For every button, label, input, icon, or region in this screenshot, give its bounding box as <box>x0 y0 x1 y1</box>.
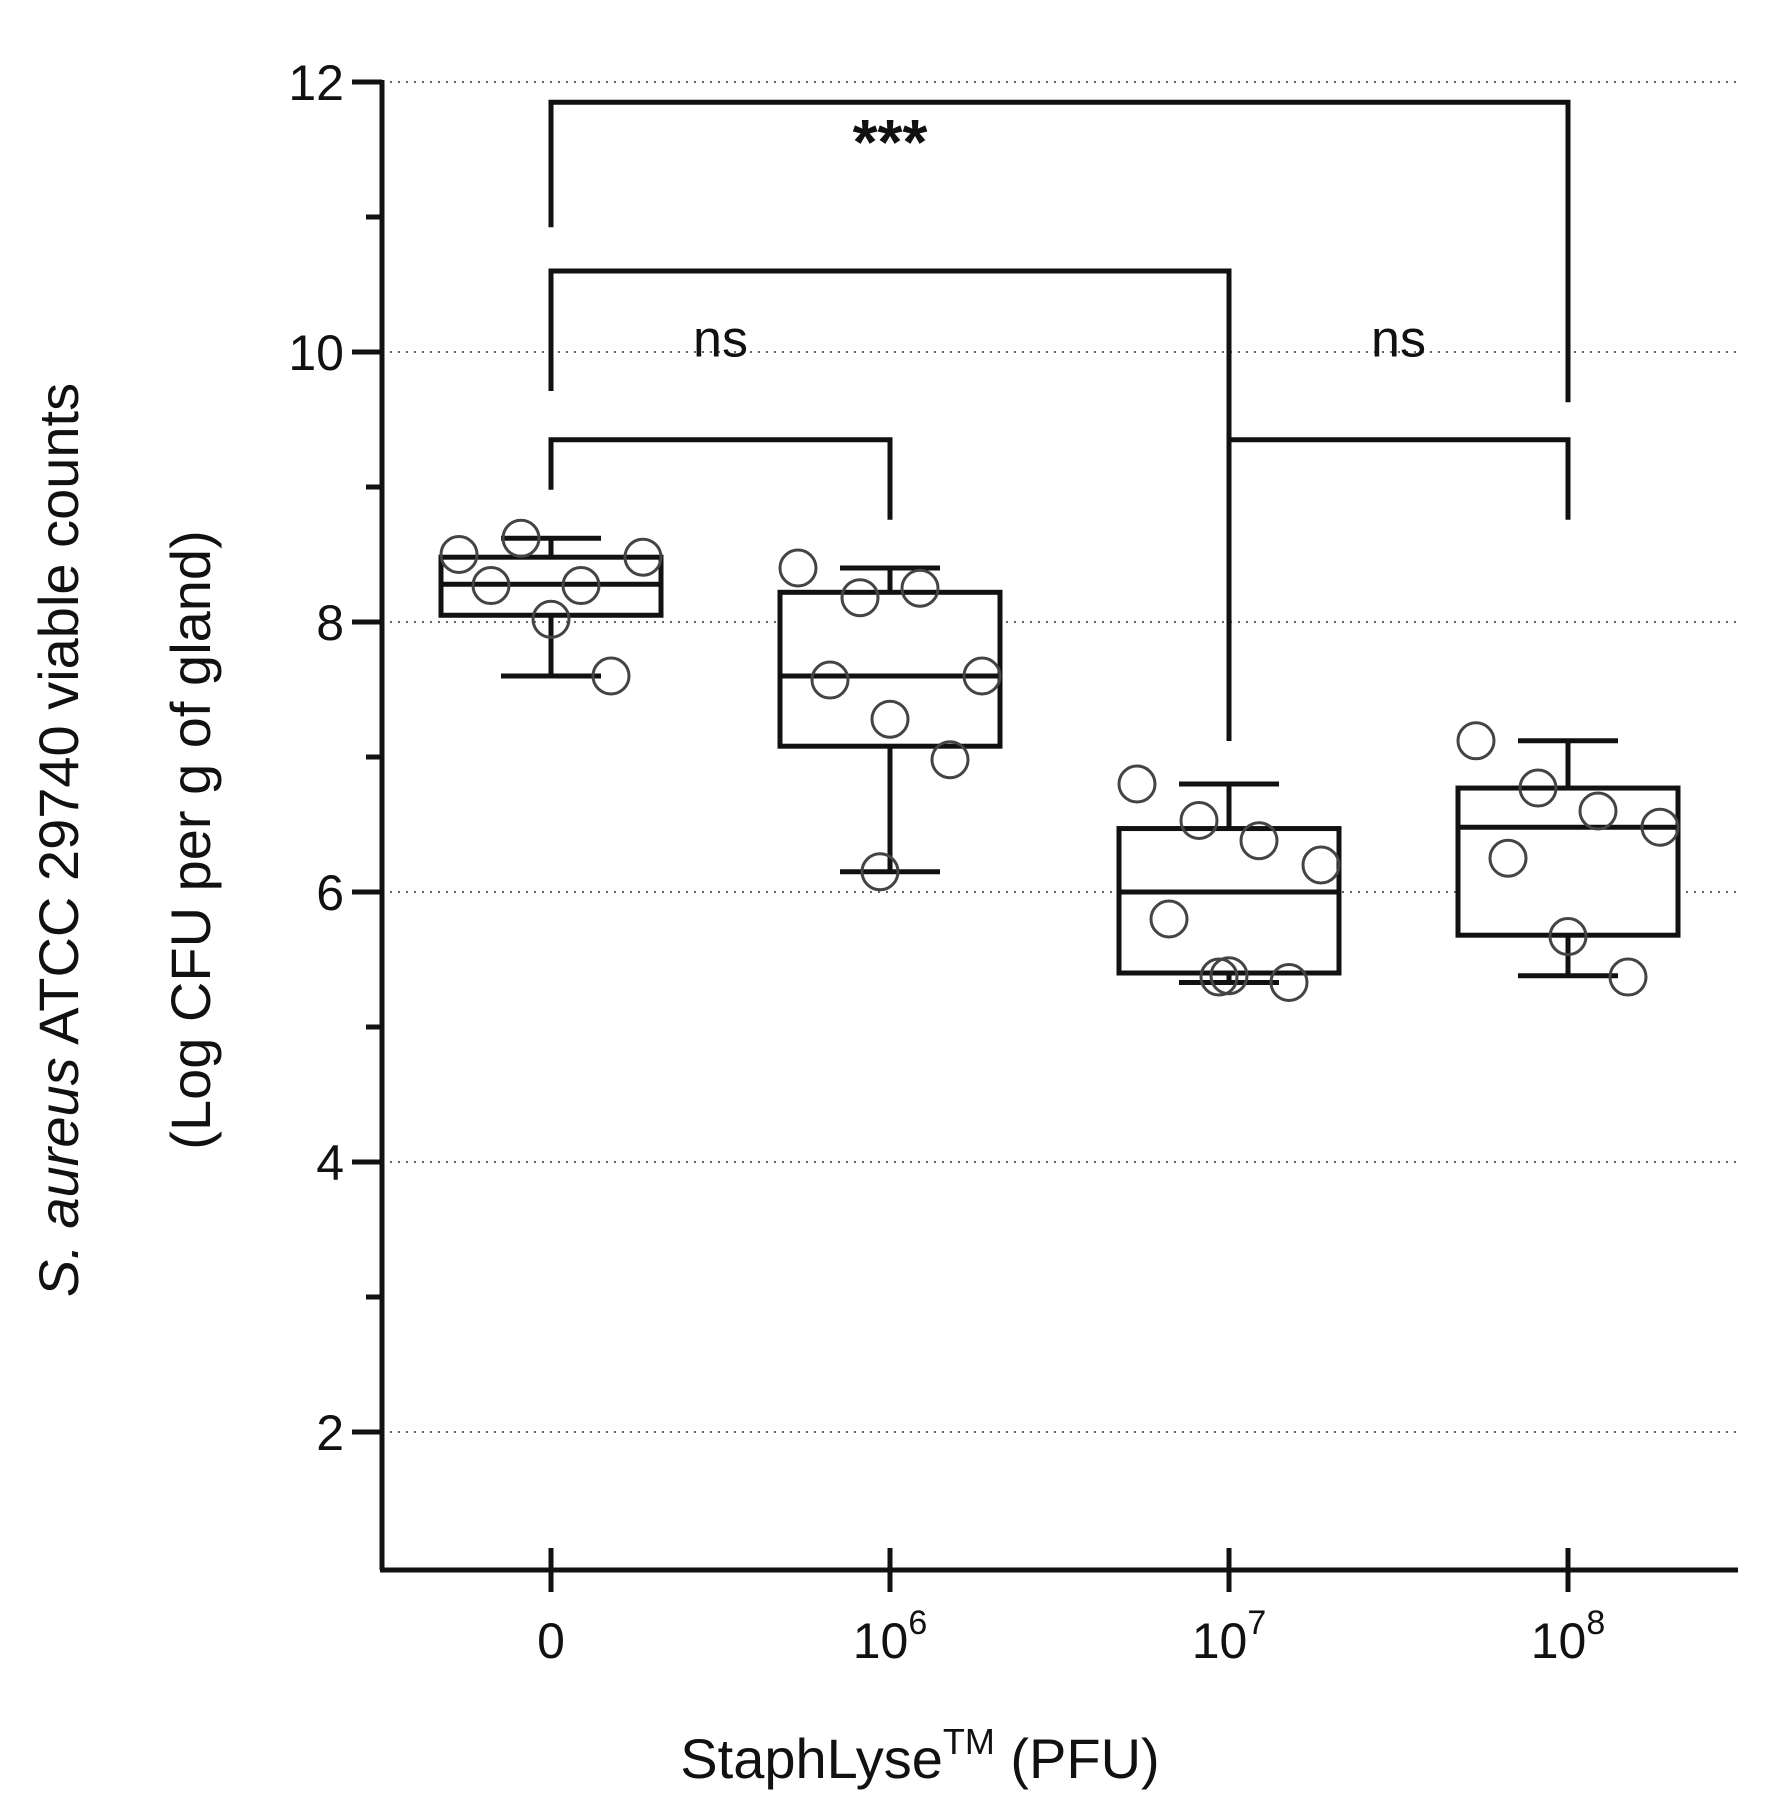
data-point-0-1 <box>501 518 541 558</box>
data-point-0-3 <box>623 537 663 577</box>
box-1 <box>777 589 1003 749</box>
x-tick-label-exponent: 7 <box>1247 1604 1266 1642</box>
data-point-1-4 <box>810 660 850 700</box>
data-point-2-7 <box>1199 957 1239 997</box>
x-tick-label-base: 0 <box>537 1613 565 1669</box>
data-point-1-1 <box>840 578 880 618</box>
x-tick-label-base: 10 <box>1192 1613 1248 1669</box>
y-axis-title-italic: S. aureus <box>27 1057 90 1297</box>
significance-bracket-0 <box>548 437 893 520</box>
x-tick-label-3: 108 <box>1531 1604 1606 1669</box>
x-tick-label-exponent: 6 <box>908 1604 927 1642</box>
data-point-1-2 <box>900 568 940 608</box>
y-tick-label-4: 4 <box>316 1135 344 1191</box>
box-2 <box>1116 826 1342 976</box>
data-point-3-2 <box>1578 791 1618 831</box>
data-point-2-4 <box>1149 899 1189 939</box>
y-axis-title-rest: ATCC 29740 viable counts <box>27 383 90 1057</box>
data-point-3-5 <box>1548 917 1588 957</box>
significance-bracket-1 <box>1226 437 1571 520</box>
data-point-3-6 <box>1608 957 1648 997</box>
data-point-2-0 <box>1117 764 1157 804</box>
data-point-1-5 <box>870 699 910 739</box>
data-point-2-1 <box>1179 800 1219 840</box>
y-axis-title-line1: S. aureus ATCC 29740 viable counts <box>27 383 90 1297</box>
x-tick-label-0: 0 <box>537 1613 565 1669</box>
point-layer <box>439 518 1680 1002</box>
x-axis-title-main: StaphLyse <box>680 1727 943 1790</box>
y-tick-label-2: 2 <box>316 1405 344 1461</box>
significance-label-0: ns <box>693 311 748 369</box>
data-point-3-3 <box>1640 807 1680 847</box>
data-point-0-2 <box>561 566 601 606</box>
x-tick-label-2: 107 <box>1192 1604 1267 1669</box>
data-point-2-3 <box>1301 845 1341 885</box>
significance-label-2: *** <box>853 106 928 178</box>
box-layer <box>438 535 1681 985</box>
x-axis-title: StaphLyseTM (PFU) <box>680 1721 1159 1790</box>
x-axis-title-superscript: TM <box>943 1721 995 1762</box>
x-tick-label-1: 106 <box>853 1604 928 1669</box>
x-axis-title-suffix: (PFU) <box>995 1727 1160 1790</box>
data-point-0-0 <box>439 535 479 574</box>
data-point-1-7 <box>860 852 900 892</box>
data-point-0-4 <box>471 566 511 606</box>
x-tick-label-base: 10 <box>1531 1613 1587 1669</box>
x-tick-label-base: 10 <box>853 1613 909 1669</box>
y-tick-label-6: 6 <box>316 865 344 921</box>
data-point-0-6 <box>591 656 631 696</box>
data-point-3-0 <box>1456 721 1496 761</box>
significance-bracket-2 <box>548 268 1232 741</box>
y-tick-label-10: 10 <box>288 325 344 381</box>
grid-layer <box>390 81 1738 1433</box>
y-axis-title-line2: (Log CFU per g of gland) <box>159 530 222 1149</box>
y-tick-label-12: 12 <box>288 55 344 111</box>
significance-label-3: ** <box>1035 0 1085 16</box>
significance-label-1: ns <box>1371 311 1426 369</box>
data-point-3-1 <box>1518 768 1558 808</box>
data-point-3-4 <box>1488 838 1528 878</box>
data-point-2-6 <box>1269 962 1309 1002</box>
data-point-1-3 <box>962 656 1002 696</box>
data-point-1-6 <box>930 740 970 780</box>
significance-bracket-3 <box>548 99 1571 403</box>
box-3 <box>1455 785 1681 938</box>
data-point-0-5 <box>531 599 571 639</box>
data-point-1-0 <box>778 548 818 588</box>
data-point-2-2 <box>1239 821 1279 861</box>
y-tick-label-8: 8 <box>316 595 344 651</box>
x-tick-label-exponent: 8 <box>1586 1604 1605 1642</box>
